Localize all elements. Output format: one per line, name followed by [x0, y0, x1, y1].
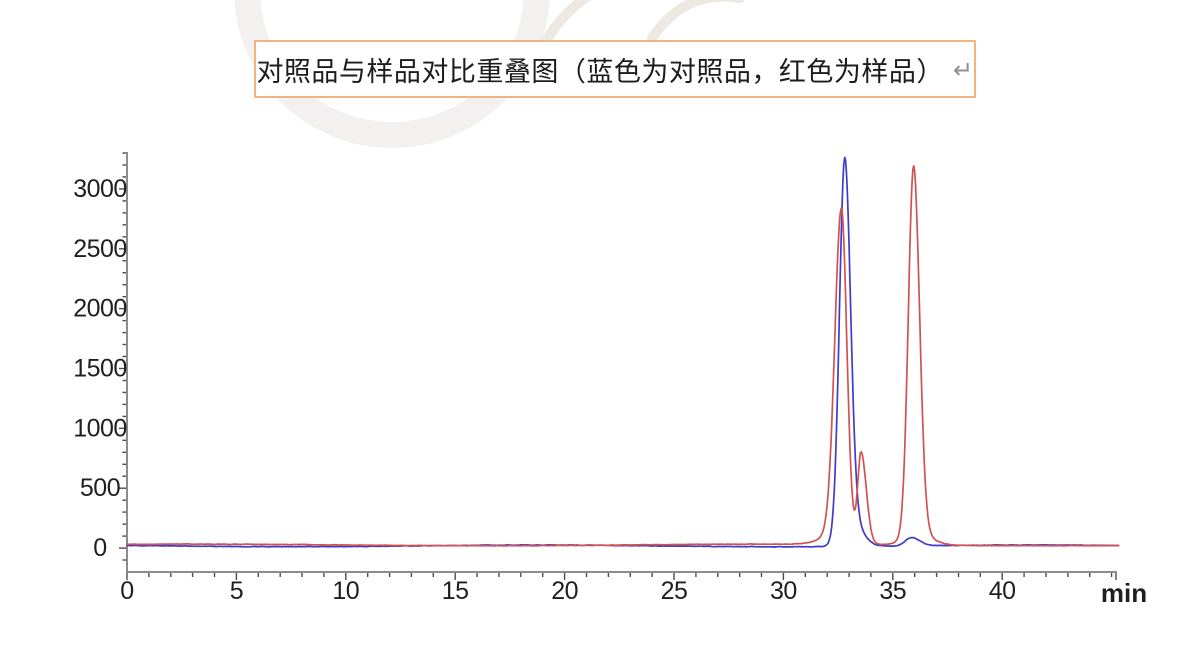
- figure-caption-box: 对照品与样品对比重叠图（蓝色为对照品，红色为样品） ↵: [254, 40, 976, 98]
- x-tick-label: 40: [989, 577, 1016, 605]
- x-tick-label: 10: [332, 577, 359, 605]
- x-tick-label: 15: [442, 577, 469, 605]
- y-tick-label: 2000: [73, 295, 127, 323]
- watermark-arc: [538, 0, 592, 51]
- x-tick-label: 25: [661, 577, 688, 605]
- x-axis-unit-label: min: [1101, 578, 1147, 608]
- y-tick-label: 0: [93, 534, 106, 562]
- x-tick-label: 35: [879, 577, 906, 605]
- x-tick-label: 0: [120, 577, 133, 605]
- x-tick-label: 20: [551, 577, 578, 605]
- ticks: [119, 152, 1117, 580]
- x-tick-label: 30: [770, 577, 797, 605]
- tick-labels: 0 500 1000 1500 2000 2500 3000 0 5 10 15 20 25 30 35 40…: [73, 175, 1147, 608]
- y-tick-label: 1500: [73, 355, 127, 383]
- figure-caption-text: 对照品与样品对比重叠图（蓝色为对照品，红色为样品）: [256, 56, 944, 87]
- x-tick-label: 5: [230, 577, 243, 605]
- y-tick-label: 500: [80, 474, 120, 502]
- series-sample: [126, 165, 1120, 547]
- y-tick-label: 3000: [73, 175, 127, 203]
- axes: [126, 152, 1117, 573]
- watermark-arc: [647, 0, 745, 43]
- y-tick-label: 2500: [73, 235, 127, 263]
- paragraph-return-icon: ↵: [952, 56, 974, 84]
- watermark-circle: [234, 0, 550, 148]
- series-reference: [126, 156, 1120, 548]
- y-tick-label: 1000: [73, 414, 127, 442]
